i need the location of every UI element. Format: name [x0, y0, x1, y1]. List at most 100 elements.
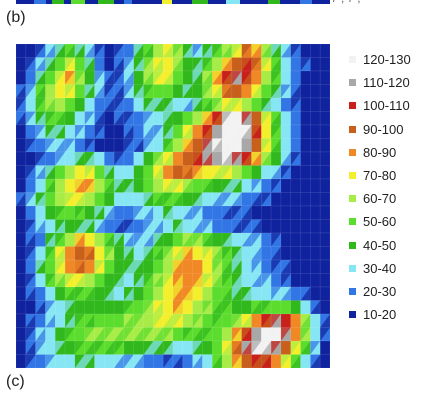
heatmap-shade-triangle — [280, 314, 291, 328]
heatmap-shade-triangle — [74, 219, 85, 233]
heatmap-shade-triangle — [35, 219, 46, 233]
heatmap-cell — [251, 260, 262, 275]
heatmap-shade-triangle — [94, 138, 105, 152]
heatmap-cell — [182, 57, 194, 72]
heatmap-shade-triangle — [212, 138, 223, 152]
heatmap-cell — [55, 152, 66, 167]
legend-label: 90-100 — [363, 121, 404, 137]
heatmap-cell — [74, 44, 86, 59]
heatmap-shade-triangle — [104, 44, 115, 58]
heatmap-shade-triangle — [212, 192, 223, 206]
heatmap-cell — [271, 233, 282, 248]
heatmap-cell — [16, 71, 27, 86]
heatmap-cell — [231, 233, 243, 248]
heatmap-shade-triangle — [104, 179, 115, 193]
heatmap-cell — [74, 206, 86, 221]
heatmap-cell — [94, 71, 105, 86]
heatmap-cell — [192, 98, 204, 113]
heatmap-shade-triangle — [251, 71, 262, 85]
heatmap-shade-triangle — [133, 84, 144, 98]
heatmap-shade-triangle — [202, 287, 213, 301]
heatmap-shade-triangle — [55, 165, 66, 179]
top-strip-previous-map — [16, 0, 330, 4]
heatmap-shade-triangle — [35, 314, 46, 328]
heatmap-cell — [35, 152, 47, 167]
heatmap-shade-triangle — [133, 260, 144, 274]
heatmap-cell — [320, 57, 330, 72]
heatmap-shade-triangle — [84, 165, 95, 179]
heatmap-cell — [153, 287, 164, 302]
heatmap-shade-triangle — [104, 233, 115, 247]
heatmap-cell — [94, 341, 105, 356]
heatmap-shade-triangle — [241, 354, 252, 368]
heatmap-cell — [300, 84, 311, 99]
heatmap-shade-triangle — [320, 152, 330, 166]
heatmap-shade-triangle — [163, 111, 173, 125]
heatmap-shade-triangle — [133, 165, 144, 179]
heatmap-shade-triangle — [104, 354, 115, 368]
heatmap-shade-triangle — [320, 300, 330, 314]
heatmap-shade-triangle — [280, 300, 291, 314]
heatmap-shade-triangle — [310, 273, 321, 287]
heatmap-cell — [25, 84, 37, 99]
heatmap-shade-triangle — [182, 246, 193, 260]
heatmap-cell — [143, 219, 154, 234]
heatmap-shade-triangle — [94, 300, 105, 314]
heatmap-cell — [55, 125, 66, 140]
heatmap-shade-triangle — [133, 219, 144, 233]
heatmap-cell — [261, 84, 272, 99]
heatmap-cell — [25, 354, 37, 368]
heatmap-shade-triangle — [290, 327, 301, 341]
heatmap-shade-triangle — [182, 314, 193, 328]
heatmap-cell — [74, 179, 86, 194]
heatmap-shade-triangle — [173, 138, 183, 152]
legend-label: 100-110 — [363, 98, 410, 114]
heatmap-shade-triangle — [45, 260, 56, 274]
heatmap-cell — [202, 219, 213, 234]
heatmap-shade-triangle — [251, 327, 262, 341]
heatmap-shade-triangle — [222, 354, 232, 368]
heatmap-shade-triangle — [222, 327, 232, 341]
heatmap-shade-triangle — [202, 71, 213, 85]
heatmap-cell — [241, 111, 253, 126]
heatmap-shade-triangle — [45, 206, 56, 220]
heatmap-shade-triangle — [65, 44, 75, 58]
heatmap-shade-triangle — [192, 233, 203, 247]
heatmap-shade-triangle — [310, 327, 321, 341]
heatmap-shade-triangle — [114, 138, 124, 152]
heatmap-shade-triangle — [74, 125, 85, 139]
heatmap-shade-triangle — [182, 152, 193, 166]
heatmap-shade-triangle — [65, 219, 75, 233]
heatmap-shade-triangle — [35, 152, 46, 166]
heatmap-cell — [241, 138, 253, 153]
heatmap-shade-triangle — [153, 354, 164, 368]
heatmap-shade-triangle — [45, 327, 56, 341]
heatmap-cell — [310, 179, 321, 194]
heatmap-cell — [45, 246, 56, 261]
heatmap-shade-triangle — [271, 192, 281, 206]
heatmap-shade-triangle — [104, 273, 115, 287]
heatmap-shade-triangle — [133, 179, 144, 193]
heatmap-shade-triangle — [133, 327, 144, 341]
heatmap-shade-triangle — [271, 206, 281, 220]
heatmap-cell — [290, 44, 302, 59]
heatmap-cell — [222, 354, 233, 368]
heatmap-shade-triangle — [65, 206, 75, 220]
heatmap-shade-triangle — [143, 111, 154, 125]
heatmap-shade-triangle — [290, 219, 301, 233]
heatmap-shade-triangle — [153, 98, 164, 112]
heatmap-cell — [290, 152, 302, 167]
heatmap-shade-triangle — [114, 260, 124, 274]
heatmap-shade-triangle — [163, 354, 173, 368]
heatmap-shade-triangle — [280, 138, 291, 152]
heatmap-shade-triangle — [35, 273, 46, 287]
heatmap-shade-triangle — [320, 273, 330, 287]
heatmap-shade-triangle — [300, 327, 311, 341]
heatmap-cell — [163, 219, 174, 234]
heatmap-cell — [212, 260, 223, 275]
heatmap-shade-triangle — [25, 327, 36, 341]
heatmap-cell — [133, 260, 145, 275]
heatmap-shade-triangle — [143, 206, 154, 220]
heatmap-shade-triangle — [133, 273, 144, 287]
heatmap-shade-triangle — [55, 111, 66, 125]
